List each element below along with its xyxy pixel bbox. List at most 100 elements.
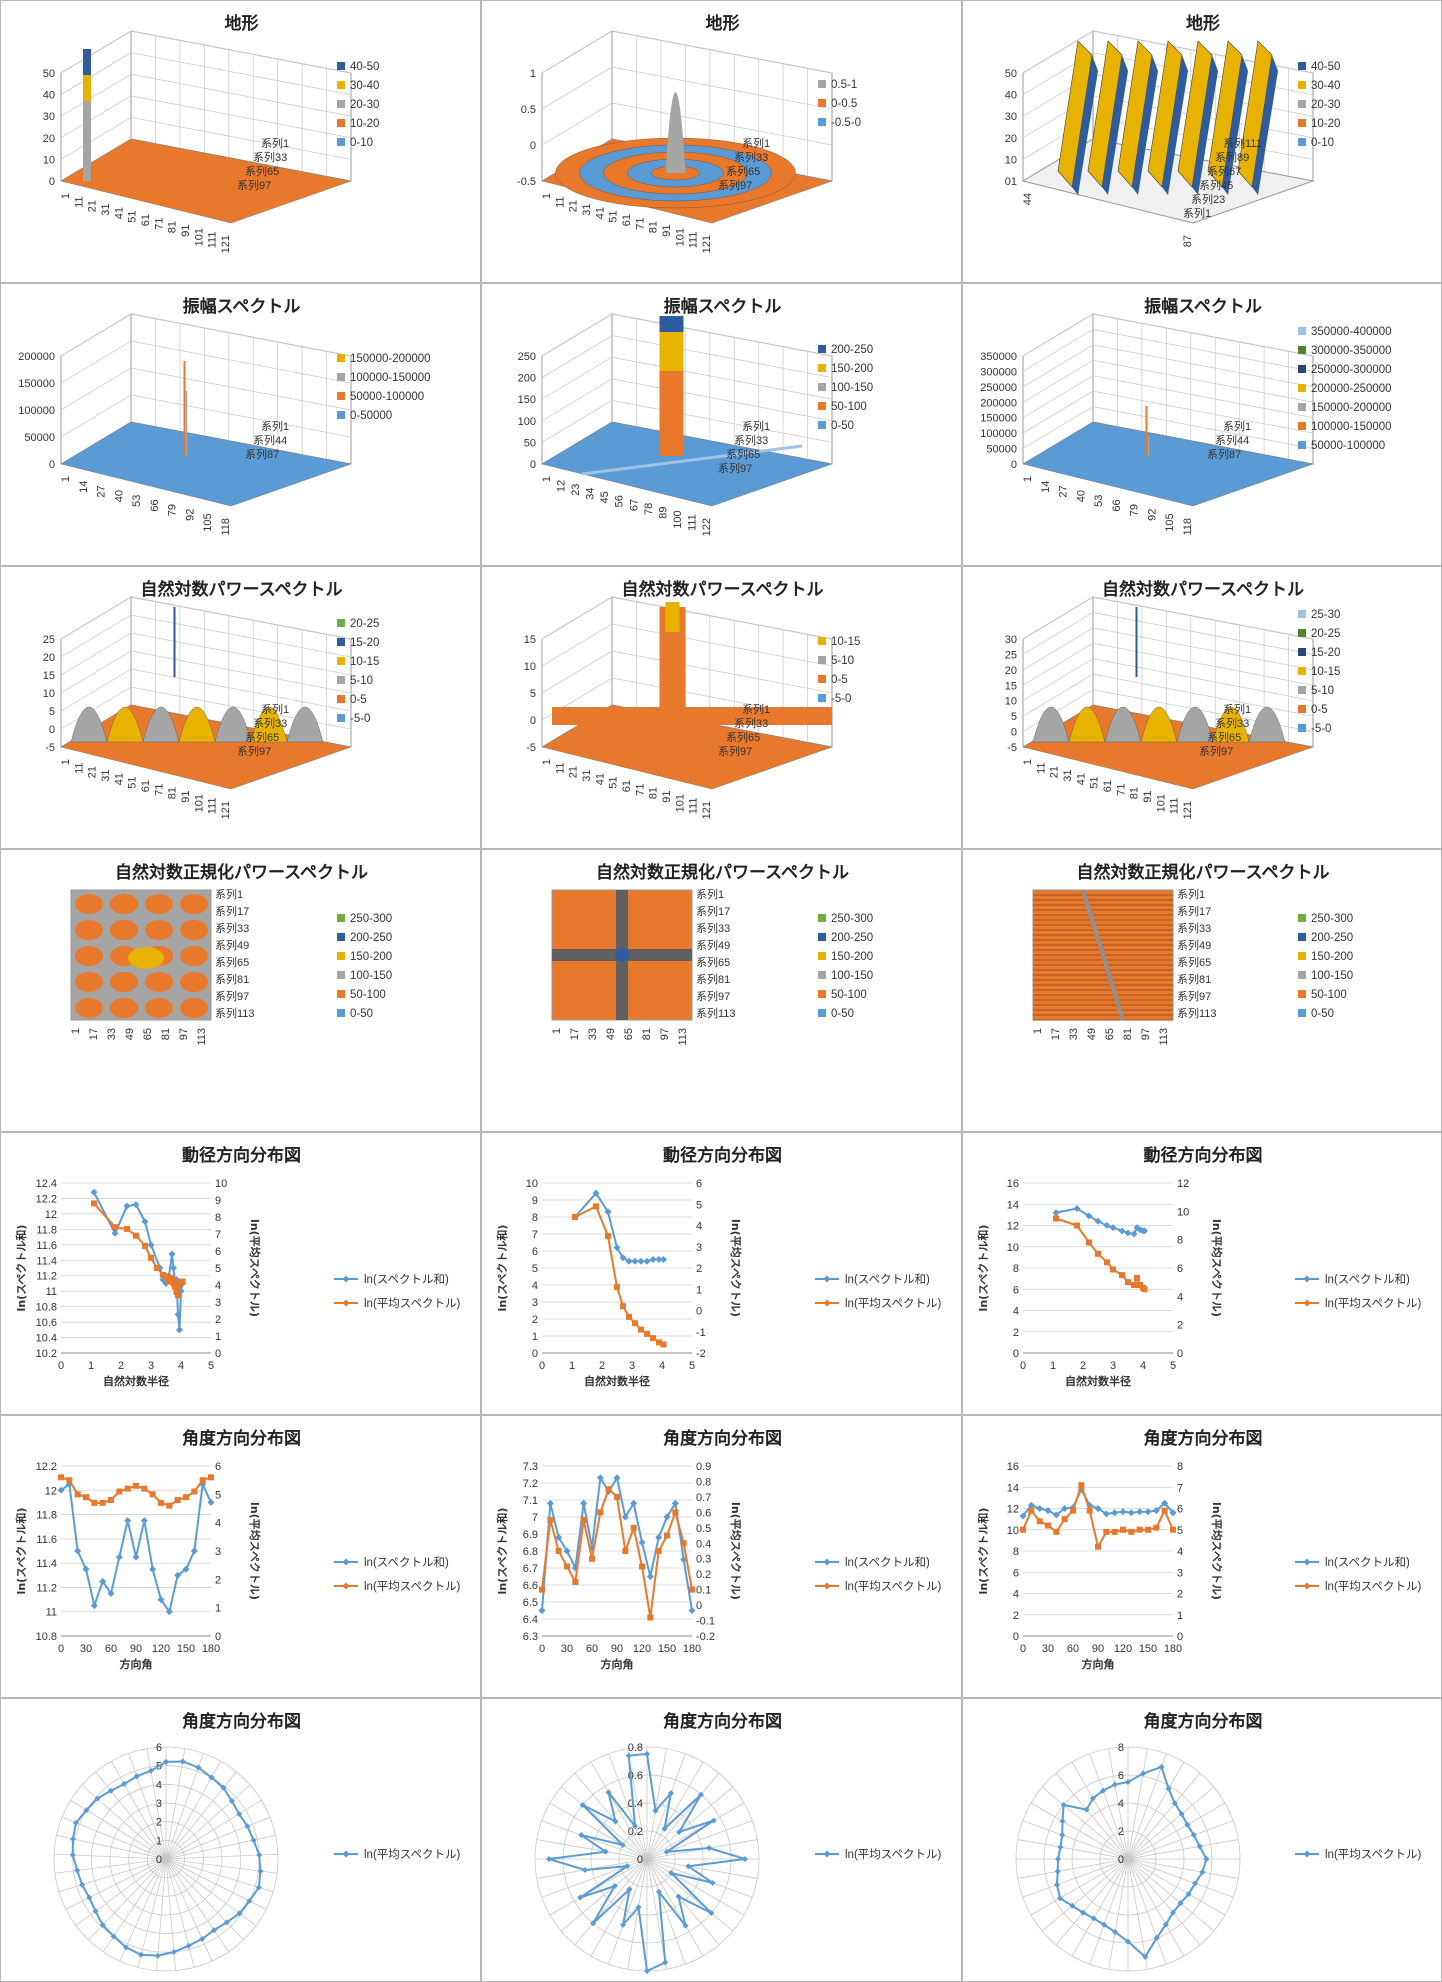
radar-spoke xyxy=(146,1748,167,1860)
x-tick-label: 111 xyxy=(688,232,700,249)
series-tick-label: 系列44 xyxy=(1215,433,1249,447)
radar-grid xyxy=(1015,1746,1241,1972)
data-point xyxy=(92,1908,99,1915)
legend-swatch xyxy=(1298,100,1306,108)
chart-svg: 動径方向分布図 0 1 2 3 4 5 6 7 8 9 10 -2 -1 0 1 2 3 4 5 6 0 1 2 3 4 5 自然対数… xyxy=(495,1145,941,1388)
series-tick-label: 系列81 xyxy=(215,972,249,986)
plot-frame xyxy=(541,596,833,790)
x-tick-label: 2 xyxy=(1080,1360,1086,1372)
x-tick-label: 121 xyxy=(701,235,713,253)
data-point xyxy=(644,1330,650,1337)
radial-tick-label: 2 xyxy=(1118,1826,1124,1838)
radar-spoke xyxy=(1127,1858,1226,1916)
data-point xyxy=(141,1485,148,1492)
legend-swatch xyxy=(1298,422,1306,430)
surface-ridge-side xyxy=(1222,55,1248,195)
surface-dome xyxy=(1176,707,1214,743)
x-tick-label: 53 xyxy=(131,495,143,507)
y2-tick-label: 0.5 xyxy=(696,1523,711,1535)
data-point xyxy=(255,1884,262,1891)
x-tick-label: 49 xyxy=(1086,1028,1098,1040)
z-tick-label: 30 xyxy=(43,111,55,123)
legend-swatch xyxy=(818,914,826,922)
surface-ridge-side xyxy=(1252,55,1278,195)
z-tick-label: 25 xyxy=(1005,649,1017,661)
data-point xyxy=(630,1524,637,1531)
data-point xyxy=(709,1879,716,1886)
x-tick-label: 1 xyxy=(60,759,72,765)
surface-band xyxy=(552,707,832,725)
legend-marker xyxy=(823,1299,831,1307)
x-tick-label: 105 xyxy=(1164,513,1176,531)
x-tick-label: 90 xyxy=(1092,1643,1104,1655)
y-tick-label: 16 xyxy=(1007,1461,1019,1473)
series-tick-label: 系列81 xyxy=(696,972,730,986)
chart-svg: 角度方向分布図 6.3 6.4 6.5 6.6 6.7 6.8 6.9 7 7.1 7.2 7.3 -0… xyxy=(495,1428,941,1671)
x-tick-label: 5 xyxy=(1170,1360,1176,1372)
surface-cell xyxy=(180,946,208,966)
legend-swatch xyxy=(1298,952,1306,960)
x-tick-label: 31 xyxy=(581,204,593,216)
legend-swatch xyxy=(337,990,345,998)
surface-cell xyxy=(75,998,103,1018)
legend-label: 200-250 xyxy=(350,932,392,944)
data-point xyxy=(667,1790,674,1797)
data-point xyxy=(190,1547,198,1555)
data-point xyxy=(635,1904,642,1911)
series-tick-label: 系列33 xyxy=(215,921,249,935)
data-point xyxy=(1178,1811,1185,1818)
data-point xyxy=(646,1573,654,1580)
series-tick-label: 系列65 xyxy=(1177,955,1211,969)
x-tick-label: 90 xyxy=(130,1643,142,1655)
chart-title: 動径方向分布図 xyxy=(1144,1145,1263,1166)
radial-tick-label: 4 xyxy=(156,1779,162,1791)
z-tick-label: 50000 xyxy=(986,444,1017,456)
radar-spoke xyxy=(627,1858,648,1970)
data-point xyxy=(99,1577,107,1585)
radar-spoke xyxy=(111,1761,167,1860)
data-point xyxy=(99,1922,106,1929)
chart-panel: 角度方向分布図 8 6 4 2 0 ln(平均スペクトル) xyxy=(962,1698,1442,1982)
grid-line xyxy=(1022,390,1094,434)
legend-swatch xyxy=(1298,971,1306,979)
legend-label: 250-300 xyxy=(831,913,873,925)
legend-label: 50000-100000 xyxy=(350,391,424,403)
legend-label: -5-0 xyxy=(831,693,851,705)
x-tick-label: 4 xyxy=(1140,1360,1146,1372)
y-tick-label: 7 xyxy=(532,1229,538,1241)
legend-swatch xyxy=(1298,705,1306,713)
data-point xyxy=(632,1823,639,1830)
x-tick-label: 1 xyxy=(1022,759,1034,765)
radar-spoke xyxy=(549,1858,648,1916)
data-point xyxy=(223,1919,230,1926)
z-tick-label: 30 xyxy=(1005,634,1017,646)
data-point xyxy=(1190,1832,1197,1839)
data-point xyxy=(107,1787,114,1794)
data-point xyxy=(250,1837,257,1844)
chart-panel: 振幅スペクトル 250 200 150 100 50 0 1 12 23 34 45 56 67 78 89 1… xyxy=(481,283,962,566)
chart-panel: 自然対数正規化パワースペクトル 1 17 33 49 65 81 97 113 系列1 系列17 系列… xyxy=(0,849,481,1132)
data-point xyxy=(256,1852,263,1859)
chart-panel: 角度方向分布図 6.3 6.4 6.5 6.6 6.7 6.8 6.9 7 7.1 7.2 7.3 -0… xyxy=(481,1415,962,1698)
radar-spoke xyxy=(119,1858,167,1962)
grid-line xyxy=(1022,406,1094,449)
x-tick-label: 1 xyxy=(1050,1360,1056,1372)
z-tick-label: 50000 xyxy=(24,432,55,444)
y-tick-label: 1 xyxy=(532,1331,538,1343)
y-tick-label: 10.8 xyxy=(36,1302,57,1314)
data-point xyxy=(581,1866,588,1873)
x-axis-label: 方向角 xyxy=(1082,1657,1115,1671)
chart-title: 自然対数パワースペクトル xyxy=(622,579,824,600)
y2-tick-label: 1 xyxy=(1177,1610,1183,1622)
radar-spoke xyxy=(608,1753,648,1860)
radar-spoke xyxy=(1127,1802,1226,1860)
data-point xyxy=(74,1547,82,1555)
legend-swatch xyxy=(337,676,345,684)
data-point xyxy=(83,1494,89,1501)
data-point xyxy=(1124,1229,1132,1237)
y2-tick-label: 6 xyxy=(215,1246,221,1258)
legend-swatch xyxy=(1298,648,1306,656)
legend-label: 100000-150000 xyxy=(1311,421,1392,433)
data-point xyxy=(1165,1785,1172,1792)
x-tick-label: 90 xyxy=(611,1643,623,1655)
